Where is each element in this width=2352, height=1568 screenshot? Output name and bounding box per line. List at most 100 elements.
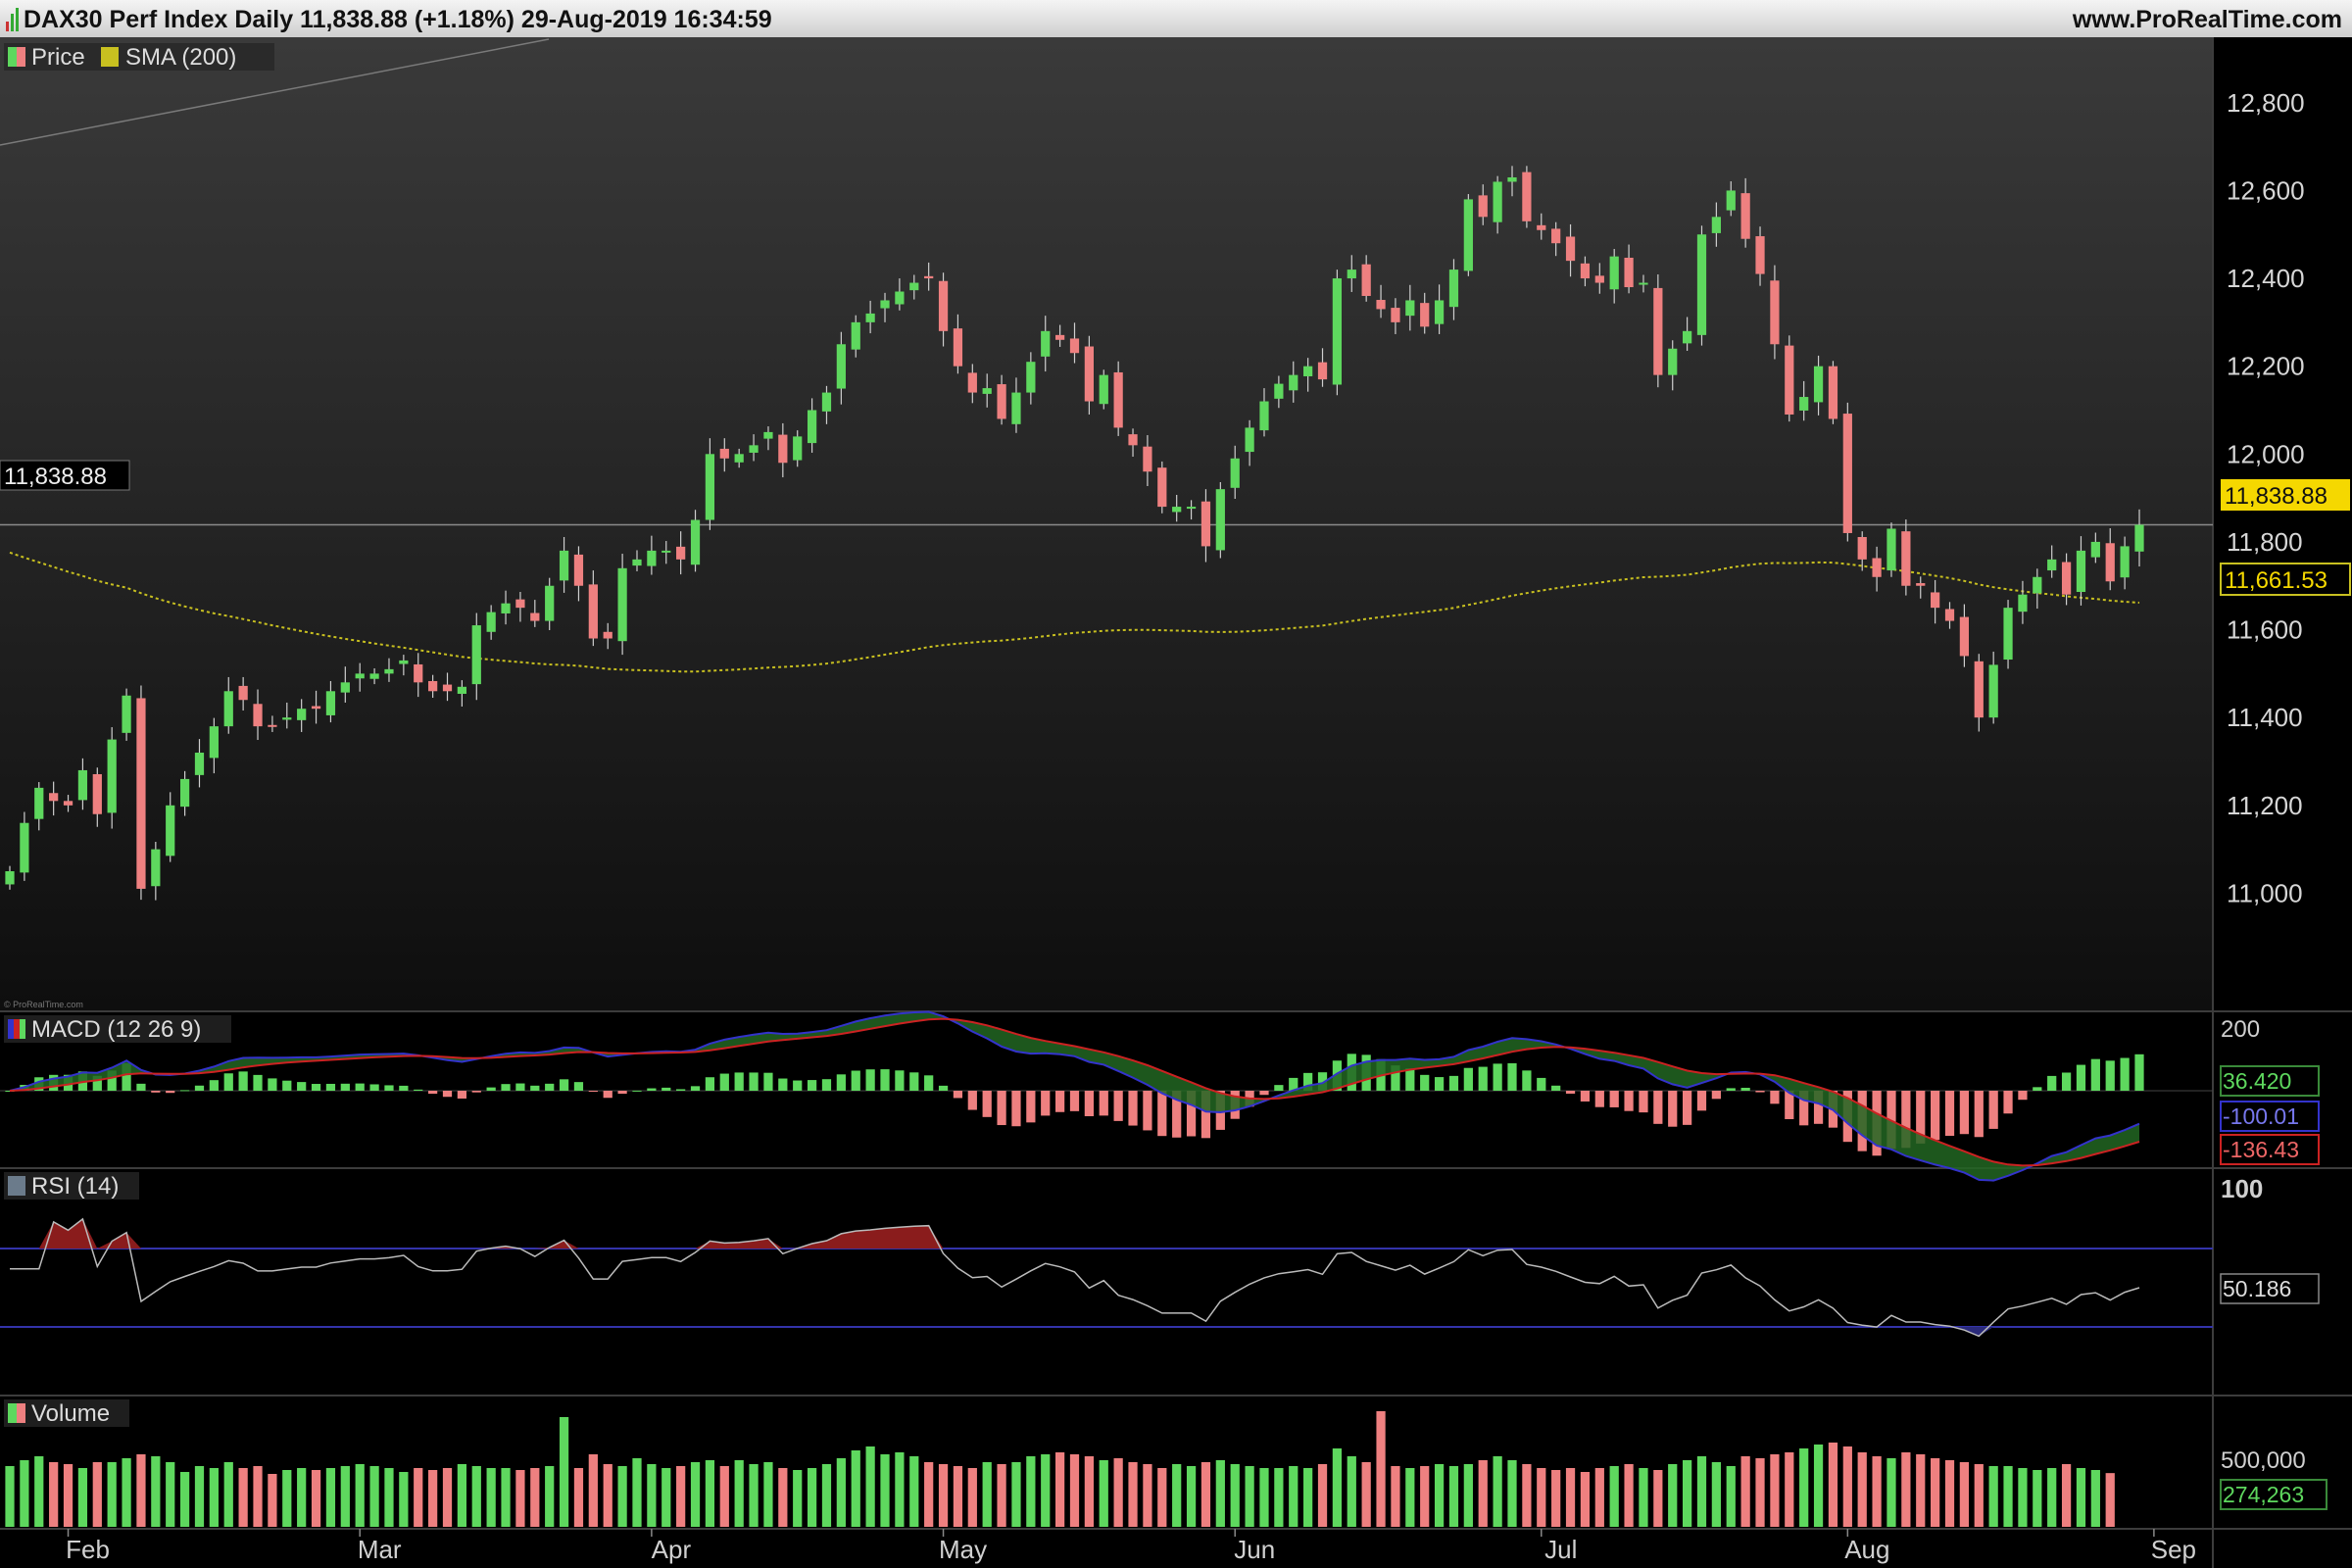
volume-bar [223,1462,233,1527]
candle-body [1186,507,1197,510]
price-axis[interactable] [2213,37,2352,1529]
macd-histogram-bar [1463,1067,1473,1091]
macd-histogram-bar [1011,1091,1021,1127]
candle-body [953,328,963,367]
volume-bar [1245,1466,1254,1527]
macd-panel[interactable] [0,1011,2213,1168]
volume-bar [662,1468,671,1527]
candle-body [92,773,102,814]
volume-bar [705,1460,715,1527]
candle-body [1405,300,1415,317]
macd-histogram-bar [2003,1091,2013,1114]
macd-histogram-bar [559,1079,569,1091]
volume-bar [1317,1464,1328,1527]
x-tick-label: Mar [358,1535,402,1564]
candle-body [1391,308,1400,322]
candle-body [938,280,949,331]
candle-body [865,313,875,322]
volume-bar [194,1466,205,1527]
volume-bar [1916,1454,1926,1527]
candle-body [5,871,15,885]
candle-body [1609,256,1619,290]
header-bar [0,0,2352,37]
macd-histogram-bar [471,1091,481,1093]
volume-bar [20,1460,29,1527]
time-axis[interactable] [0,1529,2213,1568]
volume-bar [1405,1468,1415,1527]
volume-bar [1448,1466,1459,1527]
candle-body [1215,489,1225,551]
volume-bar [1347,1456,1356,1527]
candle-body [1594,275,1604,283]
macd-histogram-bar [662,1087,671,1091]
volume-bar [2018,1468,2028,1527]
macd-histogram-bar [603,1091,612,1099]
macd-histogram-bar [1668,1091,1678,1127]
macd-histogram-bar [1041,1091,1051,1116]
price-tick-label: 12,600 [2227,175,2305,205]
candle-body [414,663,423,683]
macd-histogram-bar [1916,1091,1926,1144]
volume-bar [1493,1456,1502,1527]
macd-histogram-bar [821,1079,832,1091]
volume-bar [2003,1466,2013,1527]
candle-body [880,300,890,309]
macd-histogram-bar [325,1083,336,1091]
candle-body [603,631,612,639]
macd-histogram-bar [384,1085,394,1091]
rsi-legend: RSI (14) [4,1172,139,1200]
macd-hist-tag: 36.420 [2223,1068,2291,1094]
volume-bar [909,1456,919,1527]
volume-legend-label: Volume [31,1400,110,1427]
volume-bar [166,1462,175,1527]
candle-body [647,550,657,566]
candle-body [530,612,540,621]
volume-bar [268,1474,277,1527]
volume-bar [1740,1456,1750,1527]
volume-bar [1332,1448,1343,1527]
price-legend-swatch-down [17,47,25,67]
volume-bar [836,1458,846,1527]
volume-bar [938,1464,949,1527]
macd-histogram-bar [1653,1091,1663,1124]
macd-histogram-bar [428,1091,438,1095]
last-price-tag-box [2221,479,2350,511]
volume-bar [734,1460,744,1527]
volume-bar [49,1462,59,1527]
macd-histogram-bar [1143,1091,1152,1131]
trend-line[interactable] [0,38,550,146]
candle-body [107,739,117,813]
candle-body [442,684,453,692]
volume-bar [1639,1468,1648,1527]
candles[interactable] [5,166,2144,901]
x-tick-label: Sep [2151,1535,2196,1564]
candle-body [1026,362,1036,393]
macd-histogram-bar [1317,1072,1328,1091]
candle-body [223,691,233,727]
price-tick-label: 12,800 [2227,88,2305,118]
macd-histogram-bar [1128,1091,1138,1126]
macd-histogram-bar [399,1085,409,1091]
volume-bar [1186,1466,1197,1527]
volume-bar [340,1466,350,1527]
candle-body [384,668,394,674]
candle-body [1347,270,1356,279]
macd-value-tag-box [2220,1134,2320,1165]
macd-histogram-bar [122,1062,131,1091]
macd-axis-label: 200 [2221,1016,2260,1043]
price-tick-label: 12,200 [2227,352,2305,381]
volume-bar [676,1466,686,1527]
volume-bar [282,1470,292,1527]
candle-body [1448,270,1459,308]
rsi-panel[interactable] [0,1168,2213,1396]
volume-bar [136,1454,146,1527]
volume-bar [617,1466,627,1527]
volume-bar [1274,1468,1284,1527]
candle-body [1259,401,1269,431]
candle-body [1289,374,1298,391]
macd-histogram-bar [2090,1058,2100,1091]
macd-histogram-bar [705,1077,715,1091]
volume-bar [515,1470,525,1527]
volume-bar [501,1468,511,1527]
